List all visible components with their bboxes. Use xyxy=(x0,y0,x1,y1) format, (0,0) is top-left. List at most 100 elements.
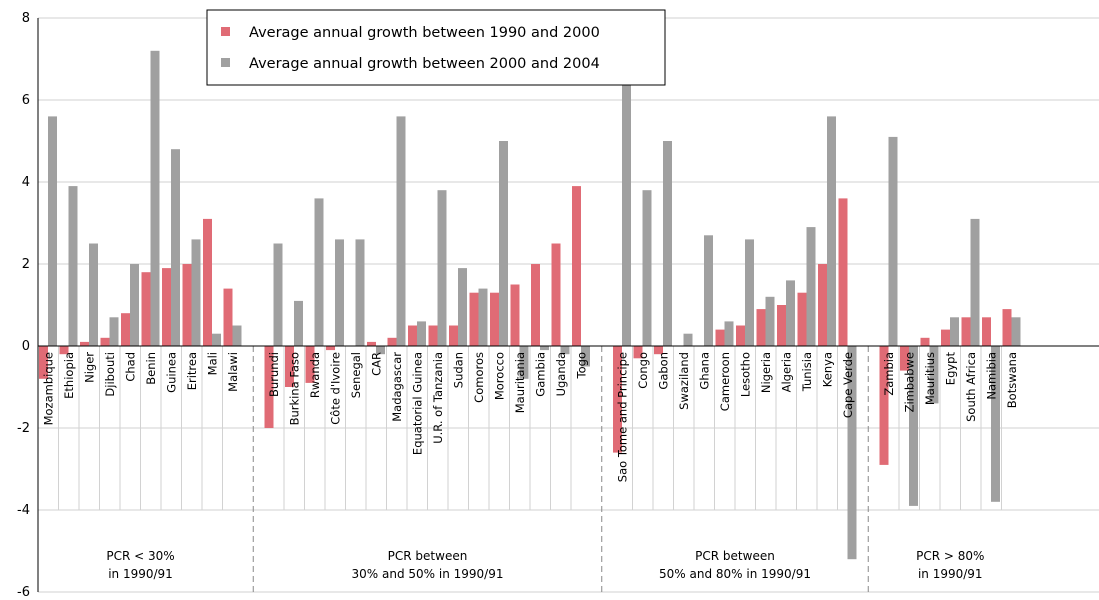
bar-1990-2000 xyxy=(900,346,909,371)
bar-2000-2004 xyxy=(273,243,283,346)
group-label-line2: 50% and 80% in 1990/91 xyxy=(659,567,811,581)
y-tick-label: 4 xyxy=(22,175,30,190)
bar-2000-2004 xyxy=(642,190,652,346)
bar-1990-2000 xyxy=(920,337,930,346)
group-label-line1: PCR between xyxy=(695,549,775,563)
bar-1990-2000 xyxy=(80,341,89,346)
category-label: Uganda xyxy=(554,352,568,396)
bar-1990-2000 xyxy=(879,346,889,465)
y-tick-label: -2 xyxy=(17,421,30,436)
y-tick-label: -4 xyxy=(17,503,30,518)
category-label: Madagascar xyxy=(390,352,404,422)
category-label: Egypt xyxy=(943,352,957,386)
bar-2000-2004 xyxy=(48,116,57,347)
bar-1990-2000 xyxy=(551,243,561,346)
y-tick-label: 2 xyxy=(22,257,30,272)
bar-2000-2004 xyxy=(560,346,570,355)
category-label: CAR xyxy=(369,352,383,376)
category-label: Namibia xyxy=(984,352,998,400)
bar-2000-2004 xyxy=(355,239,365,346)
category-label: Swaziland xyxy=(677,352,691,410)
category-label: Cape Verde xyxy=(841,352,855,418)
category-label: Ethiopia xyxy=(62,352,76,399)
category-label: U.R. of Tanzania xyxy=(431,352,445,444)
bar-2000-2004 xyxy=(335,239,344,346)
category-label: Rwanda xyxy=(308,352,322,398)
bar-1990-2000 xyxy=(531,264,540,346)
bar-2000-2004 xyxy=(396,116,406,347)
category-label: Congo xyxy=(636,352,650,389)
bar-2000-2004 xyxy=(232,325,242,346)
category-label: Senegal xyxy=(349,352,363,398)
y-tick-label: 0 xyxy=(22,339,30,354)
y-tick-label: 6 xyxy=(22,93,30,108)
category-label: Djibouti xyxy=(103,352,117,397)
bar-2000-2004 xyxy=(89,243,98,346)
y-tick-label: 8 xyxy=(22,11,30,26)
category-label: Sudan xyxy=(451,352,465,388)
bar-1990-2000 xyxy=(100,337,110,346)
bar-2000-2004 xyxy=(417,321,426,346)
bar-2000-2004 xyxy=(212,333,221,346)
legend-swatch-1990-2000 xyxy=(221,27,230,36)
category-label: Comoros xyxy=(472,352,486,403)
bar-1990-2000 xyxy=(572,186,581,346)
bar-2000-2004 xyxy=(458,268,467,346)
bar-2000-2004 xyxy=(663,141,672,346)
bar-1990-2000 xyxy=(39,346,48,379)
category-label: Sao Tome and Principe xyxy=(615,352,629,482)
legend-swatch-2000-2004 xyxy=(221,58,230,67)
category-label: Gambia xyxy=(533,352,547,397)
category-label: Mozambique xyxy=(41,352,55,425)
legend-label-2000-2004: Average annual growth between 2000 and 2… xyxy=(249,56,600,72)
bar-1990-2000 xyxy=(613,346,622,453)
bar-1990-2000 xyxy=(428,325,438,346)
bar-2000-2004 xyxy=(765,296,775,346)
bar-1990-2000 xyxy=(838,198,848,346)
category-label: Chad xyxy=(123,352,137,382)
bar-1990-2000 xyxy=(326,346,335,351)
bar-1990-2000 xyxy=(756,309,766,346)
bar-2000-2004 xyxy=(909,346,918,506)
group-label-line2: in 1990/91 xyxy=(918,567,983,581)
bar-2000-2004 xyxy=(376,346,385,355)
bar-1990-2000 xyxy=(654,346,663,355)
bar-1990-2000 xyxy=(715,329,725,346)
category-label: Benin xyxy=(144,352,158,385)
bar-2000-2004 xyxy=(970,218,980,346)
bar-1990-2000 xyxy=(797,292,807,346)
bar-2000-2004 xyxy=(847,346,857,560)
bar-1990-2000 xyxy=(223,288,233,346)
bar-2000-2004 xyxy=(130,264,139,346)
category-label: Kenya xyxy=(820,352,834,387)
category-label: Gabon xyxy=(656,352,670,390)
category-label: Algeria xyxy=(779,352,793,392)
bar-1990-2000 xyxy=(285,346,294,387)
bar-1990-2000 xyxy=(408,325,417,346)
bar-1990-2000 xyxy=(182,264,192,346)
category-label: South Africa xyxy=(964,352,978,422)
bar-1990-2000 xyxy=(510,284,520,346)
bar-2000-2004 xyxy=(109,317,119,346)
category-label: Zimbabwe xyxy=(902,352,916,412)
category-label: Malawi xyxy=(226,352,240,392)
bar-1990-2000 xyxy=(203,218,212,346)
bar-2000-2004 xyxy=(724,321,734,346)
bar-2000-2004 xyxy=(991,346,1000,502)
group-label-line2: 30% and 50% in 1990/91 xyxy=(352,567,504,581)
bar-1990-2000 xyxy=(1002,309,1012,346)
bar-2000-2004 xyxy=(314,198,324,346)
grid-layer xyxy=(38,17,1099,593)
y-tick-label: -6 xyxy=(17,585,30,600)
category-label: Niger xyxy=(82,352,96,383)
labels-layer: Mozambique Ethiopia Niger Djibouti Chad Benin… xyxy=(41,352,1019,581)
bar-2000-2004 xyxy=(478,288,488,346)
category-label: Eritrea xyxy=(185,352,199,390)
category-label: Botswana xyxy=(1005,352,1019,408)
legend-box xyxy=(206,9,666,86)
bar-2000-2004 xyxy=(171,149,180,346)
category-label: Mali xyxy=(205,352,219,375)
legend: Average annual growth between 1990 and 2… xyxy=(206,9,666,86)
bar-1990-2000 xyxy=(941,329,950,346)
